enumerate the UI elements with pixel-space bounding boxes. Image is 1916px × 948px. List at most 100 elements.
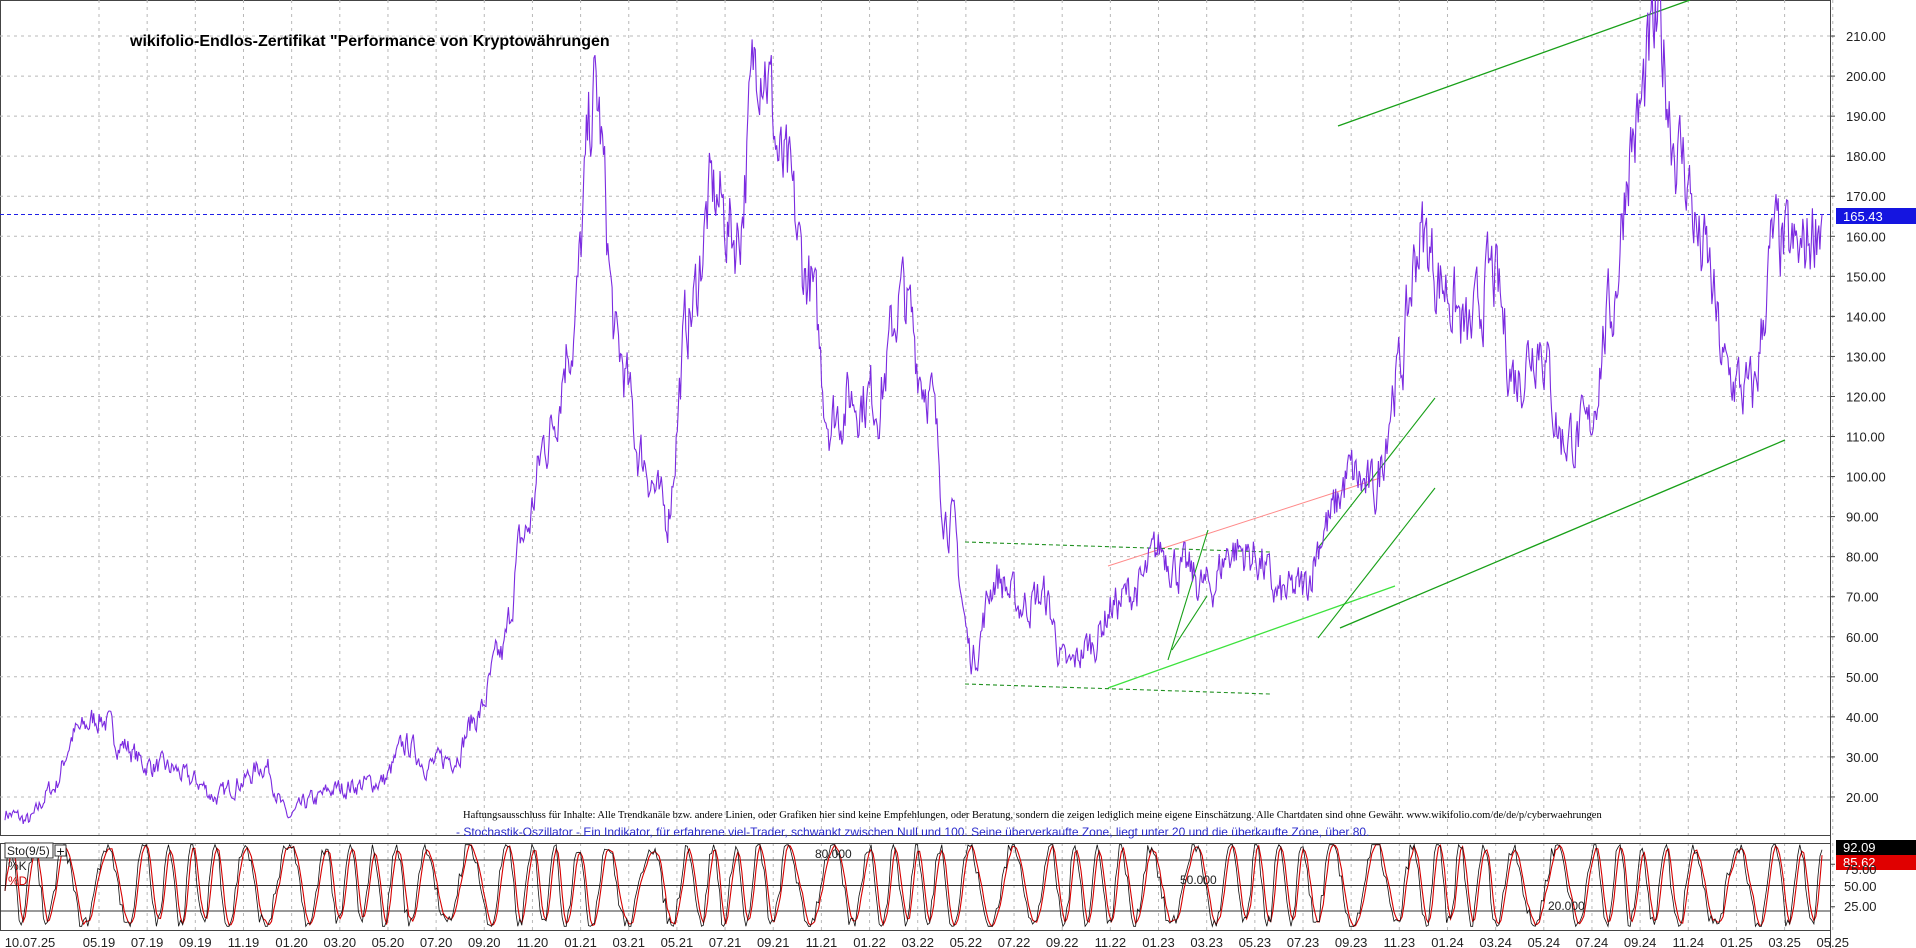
x-tick-label: 11.23 <box>1384 935 1416 948</box>
trendline-range-bottom <box>964 683 1271 695</box>
trendline-upper-channel <box>1337 0 1691 127</box>
y-tick-label: 130.00 <box>1846 349 1886 364</box>
x-tick-label: 09.23 <box>1335 935 1368 948</box>
y-tick-label: 140.00 <box>1846 309 1886 324</box>
x-tick-label: 11.19 <box>228 935 260 948</box>
x-tick-label: 05.21 <box>661 935 694 948</box>
x-tick-label: 05.22 <box>950 935 983 948</box>
y-axis: 20.00 30.00 40.00 50.00 60.00 70.00 80.00 90.00… <box>1830 29 1886 805</box>
x-tick-label: 03.23 <box>1190 935 1223 948</box>
y-tick-label: 30.00 <box>1846 750 1879 765</box>
stochastic-label: Sto(9/5) <box>7 844 50 858</box>
x-tick-label: 10.07.25 <box>5 935 56 948</box>
trendline-channel-2023-b <box>1171 595 1208 651</box>
x-tick-label: 05.19 <box>83 935 116 948</box>
x-tick-label: 01.20 <box>275 935 308 948</box>
trendline-channel-2024-a <box>1317 397 1436 549</box>
stochastic-d-value: 85.62 <box>1843 855 1876 870</box>
stochastic-settings-icon-glyph: + <box>56 845 65 858</box>
stochastic-ytick-75: 75.00 <box>1844 862 1877 877</box>
y-tick-label: 190.00 <box>1846 109 1886 124</box>
chart-title: wikifolio-Endlos-Zertifikat "Performance… <box>129 33 610 50</box>
x-tick-label: 11.20 <box>517 935 549 948</box>
stochastic-k-value: 92.09 <box>1843 840 1876 855</box>
x-tick-label: 11.22 <box>1095 935 1127 948</box>
stochastic-ytick-25: 25.00 <box>1844 899 1877 914</box>
y-tick-label: 70.00 <box>1846 590 1879 605</box>
x-tick-label: 01.21 <box>564 935 597 948</box>
stochastic-settings-icon[interactable] <box>54 844 67 857</box>
trendlines <box>964 0 1786 695</box>
x-tick-label: 07.24 <box>1576 935 1609 948</box>
x-tick-label: 05.25 <box>1816 935 1849 948</box>
y-tick-label: 110.00 <box>1846 430 1885 445</box>
y-tick-label: 120.00 <box>1846 389 1886 404</box>
price-series <box>4 0 1823 825</box>
y-tick-label: 200.00 <box>1846 69 1886 84</box>
disclaimer-text: Haftungsausschluss für Inhalte: Alle Tre… <box>463 810 1602 821</box>
stochastic-panel <box>0 843 1835 931</box>
trendline-channel-2024-b <box>1317 487 1436 639</box>
y-tick-label: 180.00 <box>1846 149 1886 164</box>
y-tick-label: 160.00 <box>1846 229 1886 244</box>
y-tick-label: 20.00 <box>1846 790 1879 805</box>
x-tick-label: 11.24 <box>1672 935 1704 948</box>
trendline-resistance-red <box>1107 477 1381 567</box>
x-axis: 10.07.25 05.19 07.19 09.19 11.19 01.20 03.20 05… <box>0 930 1849 948</box>
x-tick-label: 03.20 <box>324 935 357 948</box>
stochastic-k-label: %K <box>8 859 27 873</box>
grid <box>0 0 1834 948</box>
y-tick-label: 50.00 <box>1846 670 1879 685</box>
stochastic-level-80: 80.000 <box>815 847 852 861</box>
y-tick-label: 80.00 <box>1846 550 1879 565</box>
x-tick-label: 01.23 <box>1142 935 1175 948</box>
trendline-support-green <box>1107 585 1396 689</box>
x-tick-label: 03.22 <box>901 935 934 948</box>
y-tick-label: 210.00 <box>1846 29 1886 44</box>
x-tick-label: 07.22 <box>998 935 1031 948</box>
y-tick-label: 170.00 <box>1846 189 1886 204</box>
stochastic-level-50: 50.000 <box>1180 873 1217 887</box>
stochastic-d-label: %D <box>8 874 28 888</box>
trendline-channel-2023-a <box>1167 529 1209 661</box>
x-tick-label: 01.25 <box>1720 935 1753 948</box>
y-tick-label: 90.00 <box>1846 510 1879 525</box>
x-tick-label: 09.20 <box>468 935 501 948</box>
stochastic-d-line <box>4 843 1823 928</box>
x-tick-label: 01.22 <box>853 935 886 948</box>
stochastic-k-line <box>4 843 1823 928</box>
stochastic-label-box <box>4 842 54 859</box>
stochastic-description: - Stochastik-Oszillator - Ein Indikator,… <box>456 825 1369 839</box>
x-tick-label: 09.24 <box>1624 935 1657 948</box>
y-tick-label: 60.00 <box>1846 630 1879 645</box>
x-tick-label: 03.24 <box>1479 935 1512 948</box>
x-tick-label: 07.21 <box>709 935 742 948</box>
x-tick-label: 03.25 <box>1768 935 1801 948</box>
trendline-lower-channel <box>1339 439 1786 629</box>
x-tick-label: 01.24 <box>1431 935 1464 948</box>
x-tick-label: 05.24 <box>1528 935 1561 948</box>
x-tick-label: 09.22 <box>1046 935 1079 948</box>
x-tick-label: 07.23 <box>1287 935 1320 948</box>
stochastic-frame <box>0 843 1831 931</box>
stochastic-k-badge <box>1836 840 1916 855</box>
x-tick-label: 05.23 <box>1239 935 1272 948</box>
x-tick-label: 11.21 <box>806 935 838 948</box>
current-price-badge <box>1836 208 1916 224</box>
current-price-label: 165.43 <box>1843 209 1883 224</box>
x-tick-label: 09.19 <box>179 935 212 948</box>
trendline-range-top <box>964 541 1271 553</box>
x-tick-label: 07.20 <box>420 935 453 948</box>
stochastic-level-20: 20.000 <box>1548 899 1585 913</box>
y-tick-label: 40.00 <box>1846 710 1879 725</box>
y-tick-label: 150.00 <box>1846 269 1886 284</box>
price-line <box>4 0 1823 825</box>
x-tick-label: 03.21 <box>612 935 645 948</box>
x-tick-label: 09.21 <box>757 935 790 948</box>
stochastic-d-badge <box>1836 855 1916 870</box>
y-tick-label: 100.00 <box>1846 470 1886 485</box>
x-tick-label: 07.19 <box>131 935 164 948</box>
stochastic-ytick-50: 50.00 <box>1844 879 1877 894</box>
x-tick-label: 05.20 <box>372 935 405 948</box>
